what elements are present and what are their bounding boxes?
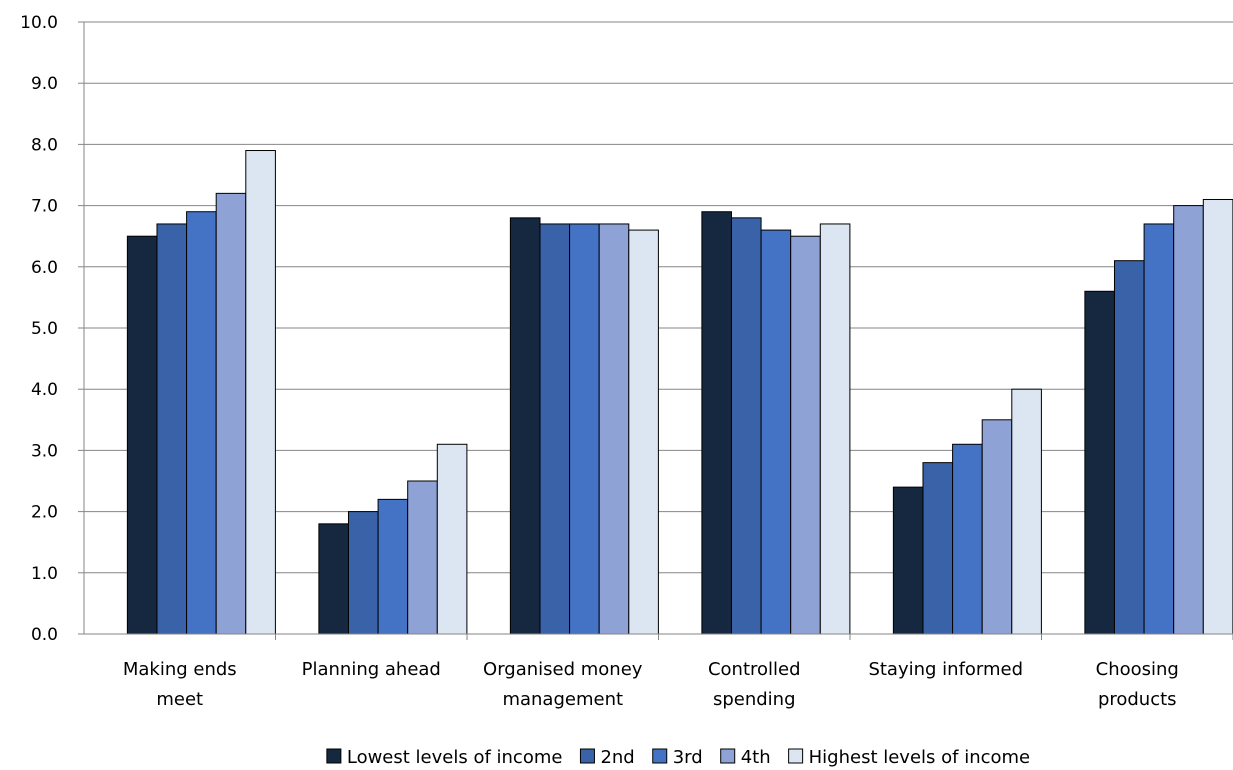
bar xyxy=(981,419,1013,635)
x-category-label-line: Controlled xyxy=(708,659,801,680)
x-category-label: Choosing products xyxy=(1096,659,1179,710)
legend-item: Lowest levels of income xyxy=(326,747,563,768)
y-tick-label: 7.0 xyxy=(31,197,58,217)
bar xyxy=(922,462,954,635)
bar xyxy=(156,223,188,635)
x-category-label-line: meet xyxy=(156,689,203,710)
bar xyxy=(730,217,762,635)
legend-item: Highest levels of income xyxy=(788,747,1031,768)
bar xyxy=(318,523,349,635)
bar xyxy=(952,443,983,635)
legend-swatch xyxy=(720,748,736,764)
legend-swatch xyxy=(579,748,595,764)
x-category-label-line: spending xyxy=(713,689,796,710)
legend-item: 3rd xyxy=(652,747,703,768)
legend-item: 4th xyxy=(720,747,771,768)
bar xyxy=(819,223,851,635)
legend-label: Lowest levels of income xyxy=(347,747,563,768)
x-category-label-line: Staying informed xyxy=(868,659,1023,680)
bar xyxy=(215,192,247,635)
bar xyxy=(628,229,659,635)
bar xyxy=(892,486,924,635)
y-tick-label: 3.0 xyxy=(31,441,58,461)
bar xyxy=(1143,223,1175,635)
bar xyxy=(407,480,438,635)
legend-item: 2nd xyxy=(579,747,635,768)
x-category-label: Organised money management xyxy=(483,659,643,710)
x-axis-labels: Making ends meet Planning ahead Organised m… xyxy=(123,634,1233,710)
y-tick-label: 8.0 xyxy=(31,135,58,155)
bar xyxy=(509,217,541,635)
x-category-label: Staying informed xyxy=(868,659,1023,680)
bar xyxy=(598,223,630,635)
x-category-label: Controlled spending xyxy=(708,659,801,710)
bar xyxy=(1202,198,1233,635)
legend-label: Highest levels of income xyxy=(809,747,1031,768)
bar xyxy=(377,498,409,635)
y-tick-label: 9.0 xyxy=(31,74,58,94)
bar xyxy=(790,235,821,635)
y-tick-label: 1.0 xyxy=(31,564,58,584)
bar xyxy=(1113,260,1145,635)
x-category-label-line: products xyxy=(1098,689,1177,710)
bar xyxy=(347,511,379,635)
bar xyxy=(1084,290,1115,635)
x-category-label-line: Choosing xyxy=(1096,659,1179,680)
y-tick-label: 2.0 xyxy=(31,503,58,523)
x-category-label: Planning ahead xyxy=(302,659,441,680)
y-tick-label: 4.0 xyxy=(31,380,58,400)
x-category-label: Making ends meet xyxy=(123,659,237,710)
bar xyxy=(245,150,276,635)
legend-label: 3rd xyxy=(673,747,703,768)
y-tick-label: 0.0 xyxy=(31,625,58,645)
bar xyxy=(569,223,600,635)
legend-swatch xyxy=(652,748,668,764)
legend-swatch xyxy=(326,748,342,764)
legend-label: 4th xyxy=(741,747,771,768)
x-category-label-line: Organised money xyxy=(483,659,643,680)
bars xyxy=(126,150,1233,635)
x-category-label-line: Making ends xyxy=(123,659,237,680)
bar xyxy=(1173,205,1204,635)
bar xyxy=(1011,388,1042,635)
bar xyxy=(186,211,217,635)
bar xyxy=(539,223,571,635)
y-tick-label: 6.0 xyxy=(31,258,58,278)
x-category-label-line: Planning ahead xyxy=(302,659,441,680)
legend-label: 2nd xyxy=(600,747,634,768)
bar xyxy=(701,211,732,635)
bar xyxy=(436,443,468,635)
bar xyxy=(126,235,158,635)
legend-swatch xyxy=(788,748,804,764)
y-tick-label: 10.0 xyxy=(20,13,58,33)
x-category-label-line: management xyxy=(502,689,623,710)
legend: Lowest levels of income 2nd 3rd 4th Highest … xyxy=(326,747,1031,768)
bar xyxy=(760,229,792,635)
y-tick-label: 5.0 xyxy=(31,319,58,339)
y-axis-ticks: 0.0 1.0 2.0 3.0 4.0 5.0 6.0 7.0 8.0 9.0 10.0 xyxy=(20,13,84,645)
